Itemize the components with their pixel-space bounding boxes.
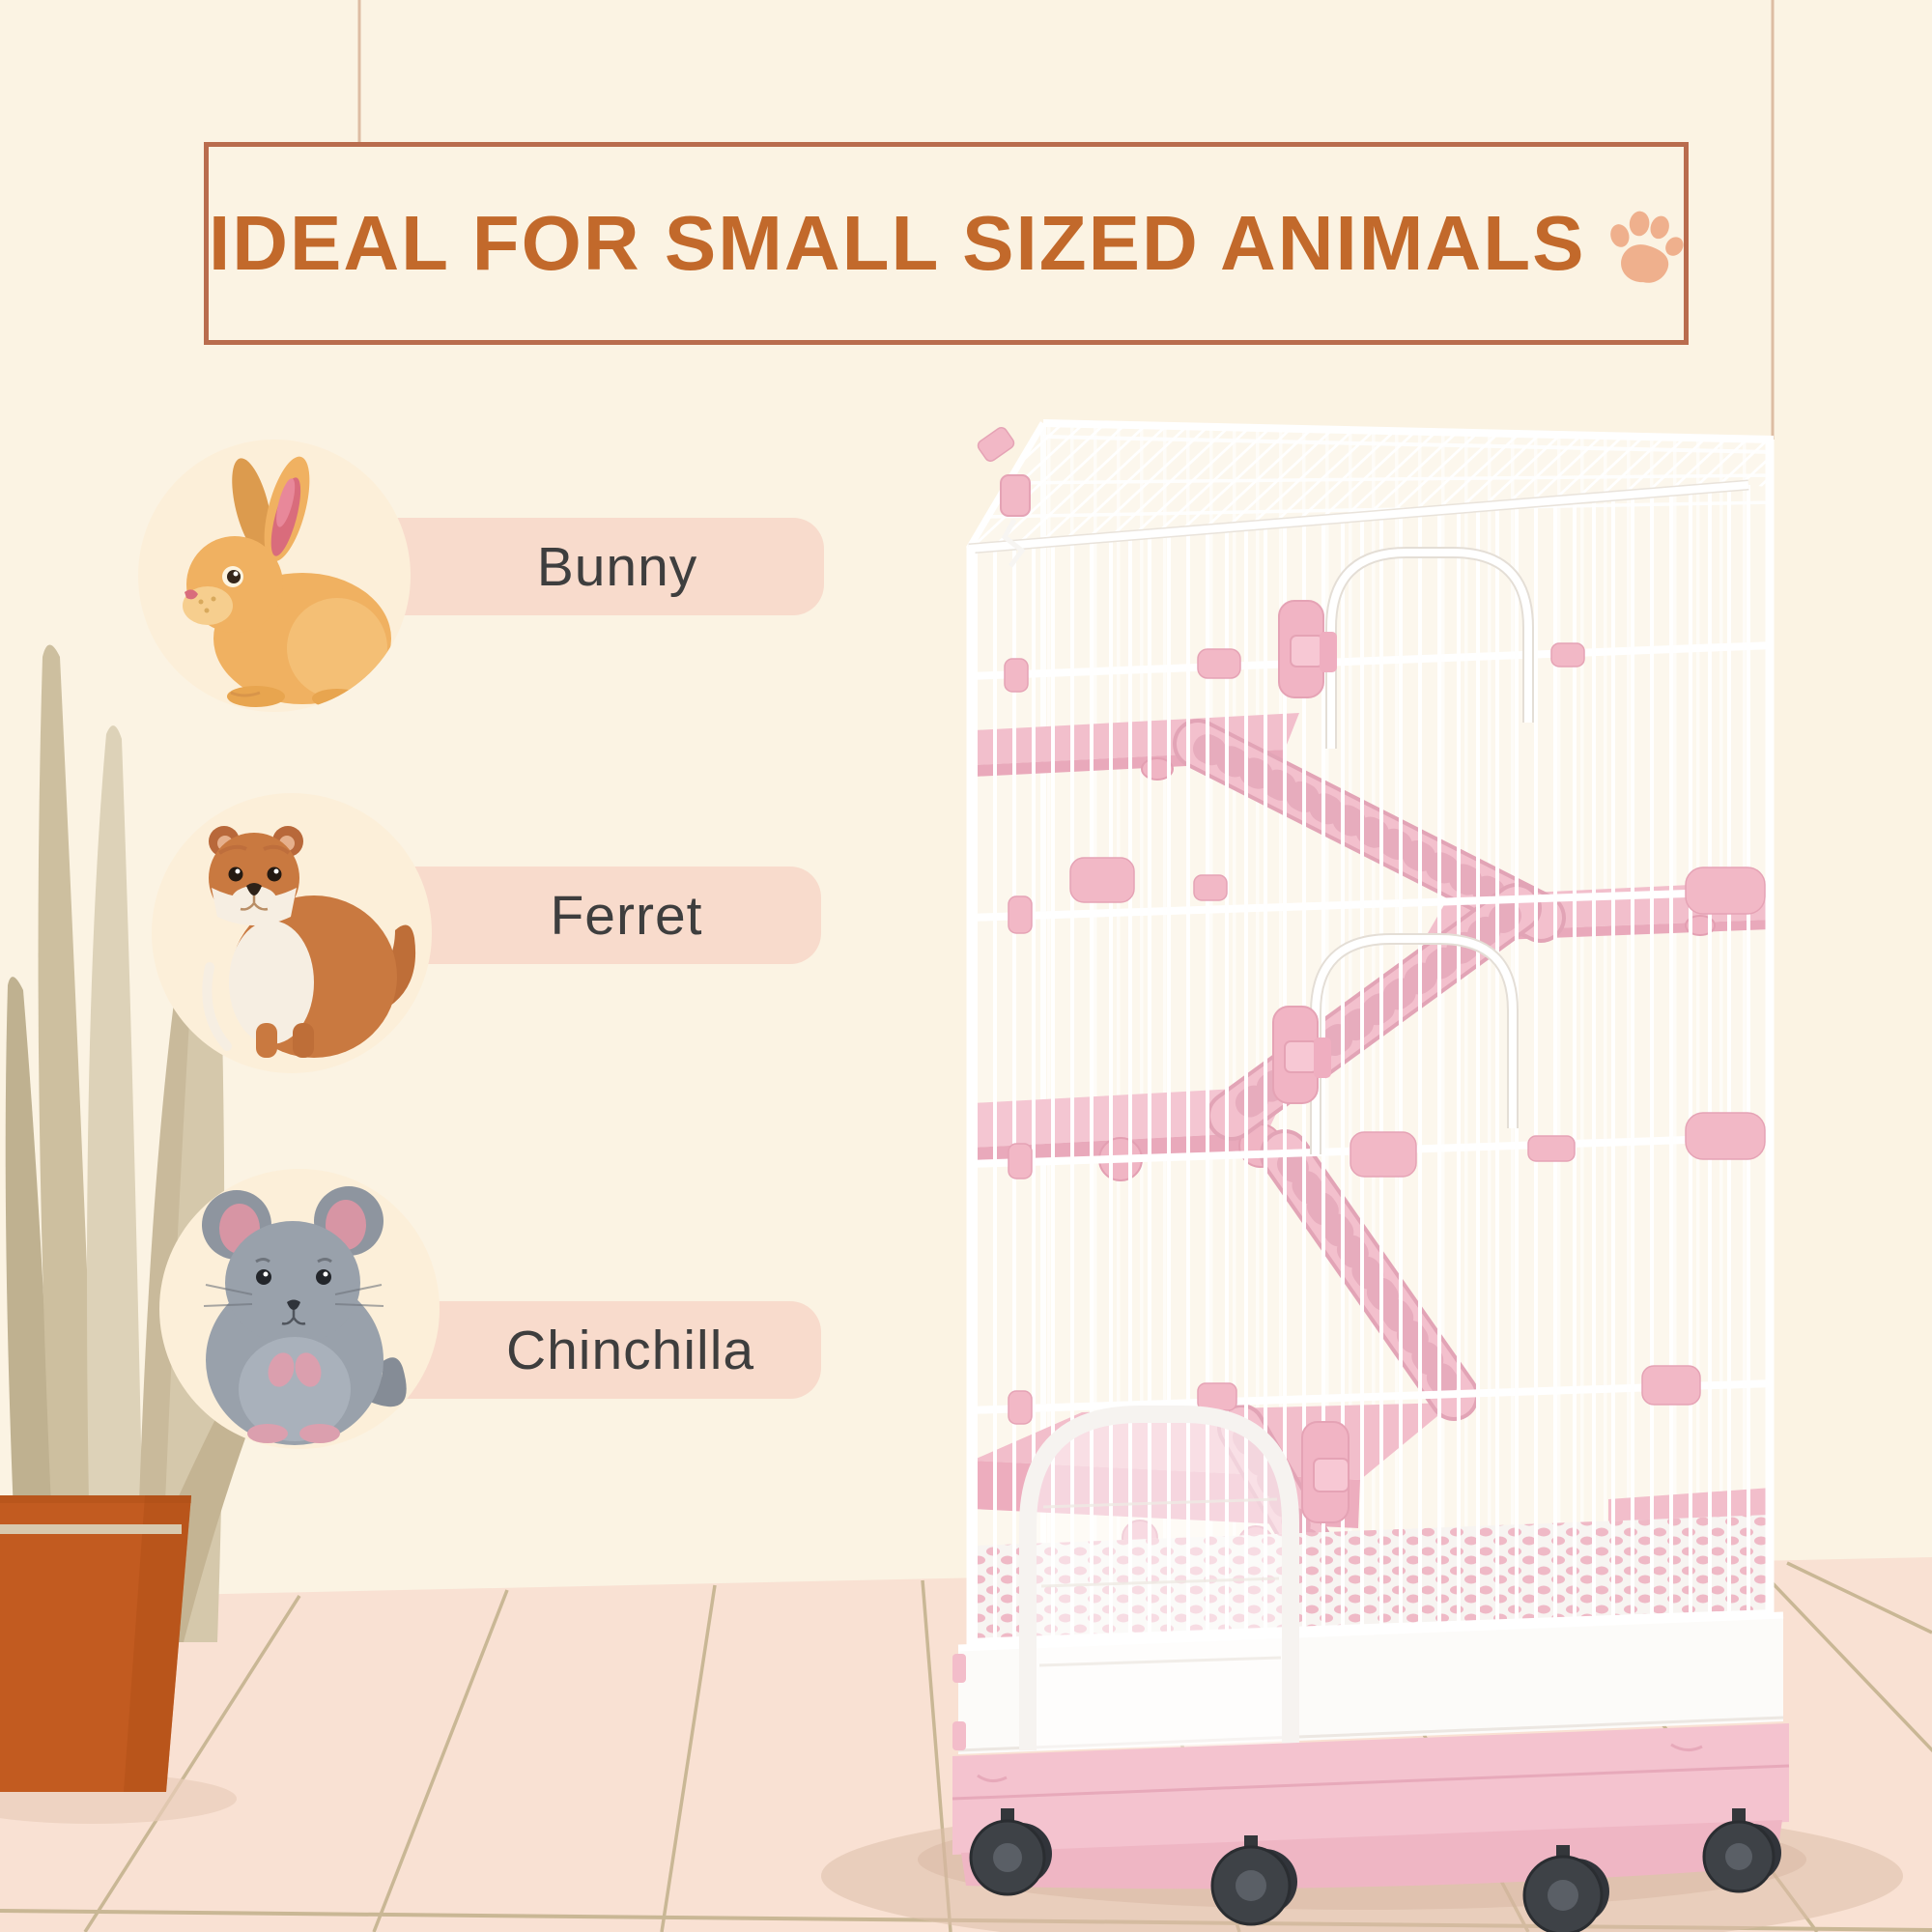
animal-icon-circle <box>138 440 411 712</box>
latch-door-middle <box>1272 1006 1331 1104</box>
caster-wheel <box>969 1808 1052 1896</box>
caster-wheels <box>969 1808 1781 1932</box>
latch-door-top <box>1278 600 1337 698</box>
animal-label: Ferret <box>550 884 703 947</box>
animal-label: Bunny <box>536 535 698 598</box>
bunny-illustration <box>183 456 391 708</box>
animal-label: Chinchilla <box>505 1319 755 1381</box>
caster-wheel <box>1522 1845 1609 1932</box>
animal-icon-circle <box>159 1169 440 1449</box>
paw-icon <box>1610 211 1684 283</box>
chinchilla-illustration <box>202 1186 407 1445</box>
cage-latches <box>1000 474 1337 1104</box>
title-banner: IDEAL FOR SMALL SIZED ANIMALS <box>204 142 1689 345</box>
animal-icon-circle <box>152 793 432 1073</box>
pet-cage-illustration <box>952 419 1790 1932</box>
page-title: IDEAL FOR SMALL SIZED ANIMALS <box>209 200 1586 286</box>
latch-door-bottom <box>1301 1421 1350 1523</box>
caster-wheel <box>1702 1808 1781 1893</box>
cage-clips <box>977 427 1766 1425</box>
caster-wheel <box>1210 1835 1297 1926</box>
ferret-illustration <box>202 826 416 1058</box>
cage-door-bottom <box>1019 1406 1350 1750</box>
plant-pot-icon <box>0 1495 191 1792</box>
cage-roof <box>969 423 1774 549</box>
cage-doors <box>1310 547 1534 1154</box>
latch-top <box>1000 474 1031 568</box>
wall-tile-seams <box>357 0 1775 440</box>
